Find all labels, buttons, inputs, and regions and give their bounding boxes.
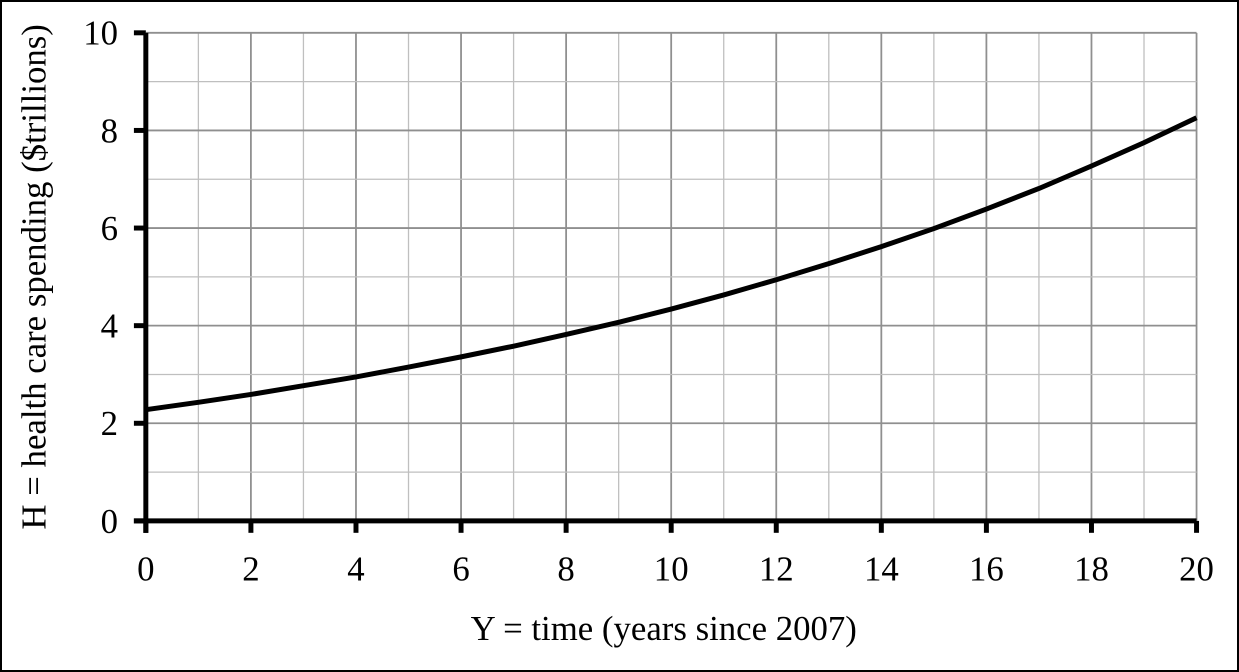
x-tick-label: 2 [242,550,259,589]
y-tick-label: 0 [101,502,118,541]
y-tick-label: 4 [101,307,118,346]
x-tick-label: 16 [969,550,1004,589]
x-axis-title: Y = time (years since 2007) [471,609,857,648]
x-tick-label: 0 [137,550,154,589]
x-tick-label: 8 [557,550,574,589]
x-tick-label: 14 [864,550,899,589]
x-tick-label: 20 [1179,550,1214,589]
x-tick-label: 6 [452,550,469,589]
y-tick-label: 2 [101,404,118,443]
x-tick-label: 10 [654,550,689,589]
x-tick-label: 4 [347,550,364,589]
health-care-spending-curve [145,115,1198,413]
x-tick-label: 12 [759,550,794,589]
y-tick-label: 6 [101,209,118,248]
y-axis-title: H = health care spending ($trillions) [14,24,53,529]
x-tick-label: 18 [1074,550,1109,589]
tick-labels: 0 2 4 6 8 10 12 14 16 18 20 0 2 4 6 8 10 [83,14,1214,589]
y-tick-label: 10 [83,14,118,53]
axes [133,30,1200,533]
y-tick-label: 8 [101,111,118,150]
gridlines [145,31,1198,521]
spending-curve [145,115,1198,413]
